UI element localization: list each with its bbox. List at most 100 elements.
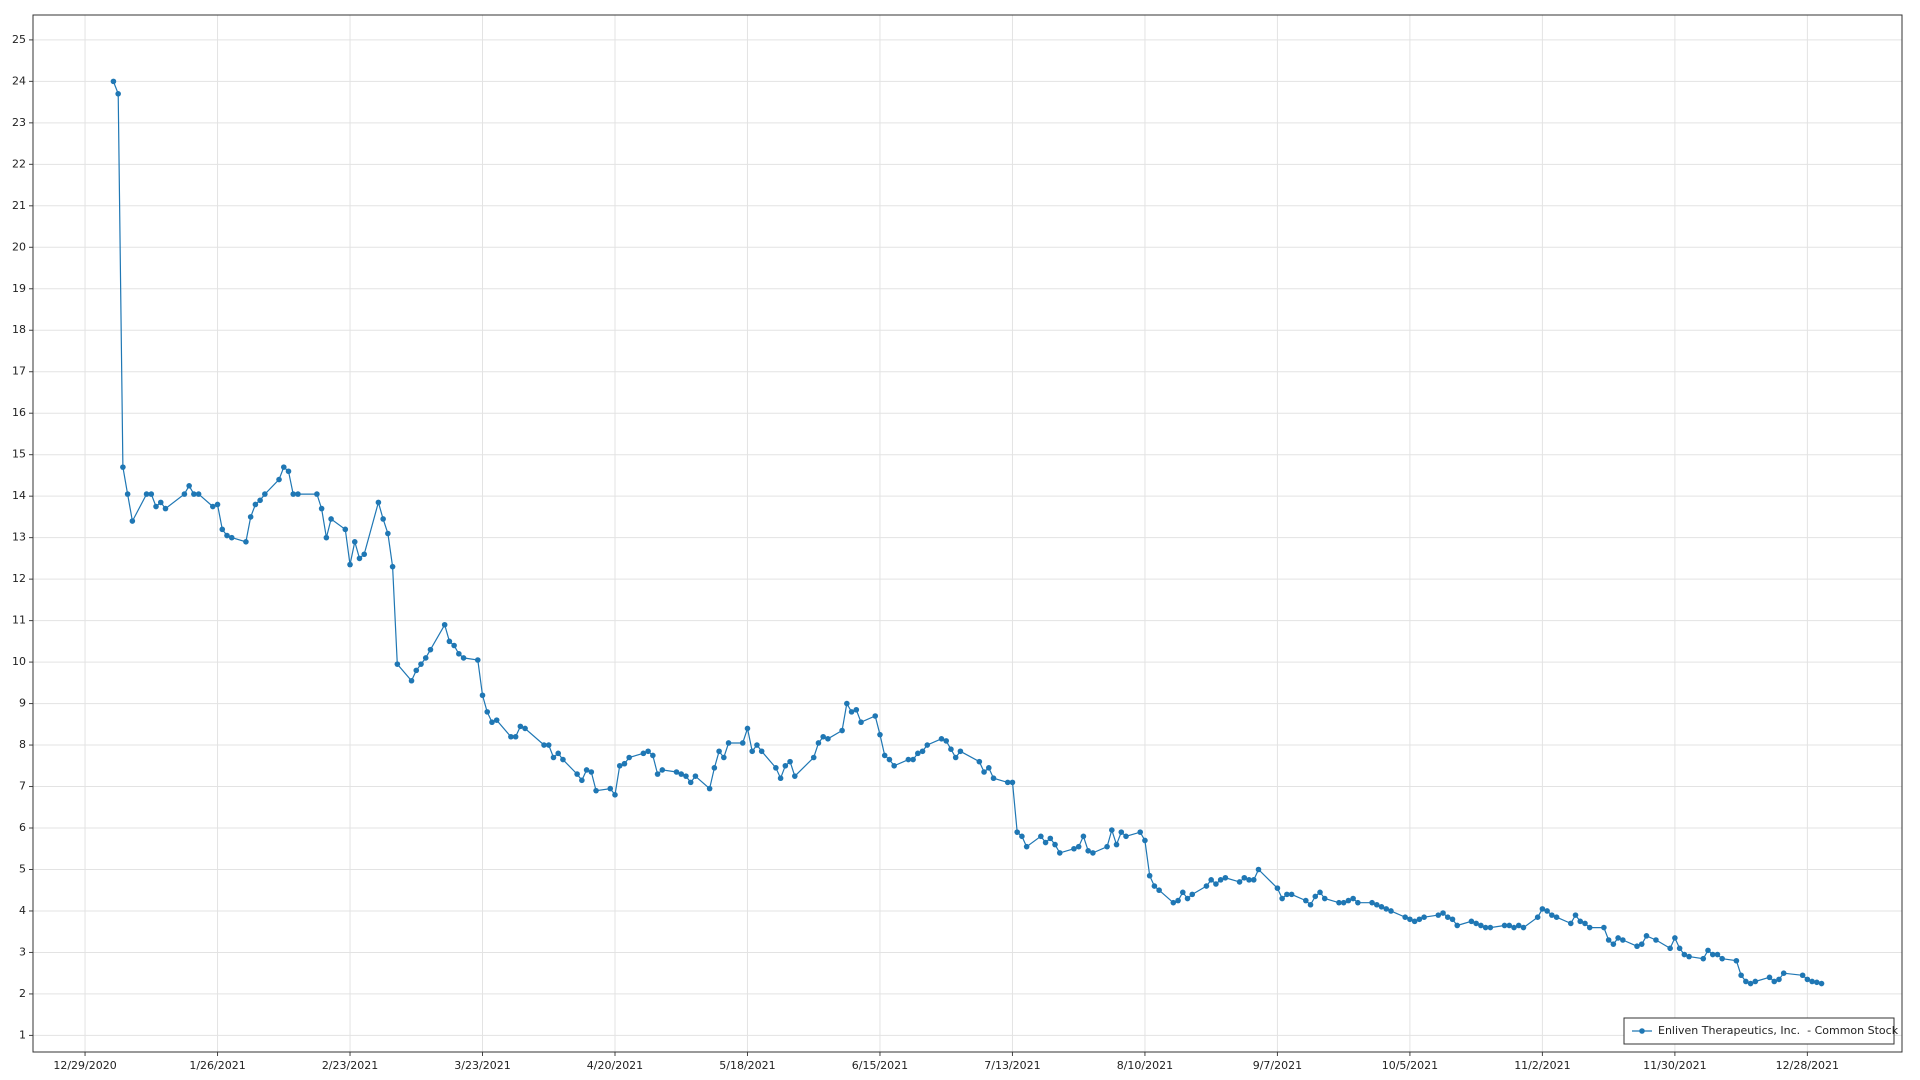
data-point: [1279, 895, 1285, 902]
data-point: [323, 534, 330, 541]
data-point: [1520, 924, 1527, 931]
data-point: [247, 514, 254, 520]
data-point: [493, 717, 500, 723]
data-point: [787, 758, 793, 765]
data-point: [957, 748, 964, 755]
data-point: [191, 491, 197, 497]
y-tick-label: 19: [12, 282, 26, 295]
data-point: [645, 748, 651, 755]
data-point: [422, 655, 429, 661]
data-point: [1175, 897, 1181, 904]
x-tick-label: 8/10/2021: [1117, 1059, 1173, 1072]
data-point: [815, 740, 822, 746]
data-point: [711, 765, 718, 771]
y-tick-label: 22: [12, 157, 26, 170]
x-tick-label: 7/13/2021: [984, 1059, 1040, 1072]
data-point: [744, 725, 751, 732]
data-point: [1478, 922, 1484, 929]
data-point: [612, 792, 618, 798]
data-point: [1042, 839, 1049, 846]
data-point: [389, 563, 396, 570]
data-point: [1378, 904, 1385, 910]
data-point: [1435, 912, 1442, 918]
x-tick-label: 10/5/2021: [1382, 1059, 1438, 1072]
data-point: [777, 775, 784, 782]
data-point: [1747, 980, 1754, 987]
y-tick-label: 23: [12, 116, 26, 129]
data-point: [626, 754, 632, 761]
data-point: [1071, 845, 1077, 852]
data-point: [1019, 833, 1025, 840]
data-point: [1719, 955, 1725, 962]
data-point: [1184, 895, 1191, 902]
data-point: [124, 491, 131, 497]
data-point: [1643, 933, 1650, 939]
data-point: [219, 526, 226, 533]
data-point: [347, 561, 353, 568]
data-point: [1189, 891, 1196, 898]
data-point: [1804, 976, 1811, 983]
data-point: [1709, 951, 1716, 958]
data-point: [342, 526, 349, 533]
data-point: [1620, 937, 1626, 943]
x-tick-label: 2/23/2021: [322, 1059, 378, 1072]
data-point: [328, 516, 334, 522]
data-point: [1080, 833, 1087, 840]
x-tick-label: 9/7/2021: [1253, 1059, 1302, 1072]
data-point: [361, 551, 368, 558]
data-point: [683, 773, 689, 779]
data-point: [650, 752, 656, 759]
data-point: [905, 756, 912, 763]
data-point: [1634, 943, 1640, 950]
data-point: [1241, 874, 1248, 881]
y-tick-label: 1: [19, 1028, 26, 1041]
data-point: [872, 713, 879, 719]
data-point: [706, 785, 713, 792]
data-point: [1222, 874, 1229, 881]
data-point: [451, 642, 457, 649]
data-point: [990, 775, 997, 782]
data-point: [1336, 899, 1342, 906]
data-point: [1340, 899, 1347, 906]
y-tick-label: 25: [12, 33, 26, 46]
data-point: [1776, 976, 1782, 983]
data-point: [1440, 910, 1446, 916]
data-point: [224, 532, 230, 539]
data-point: [1004, 779, 1011, 786]
data-point: [262, 491, 268, 497]
data-point: [1213, 881, 1219, 887]
data-point: [129, 518, 136, 524]
data-point: [877, 731, 883, 738]
data-point: [1738, 972, 1744, 979]
data-point: [427, 646, 434, 653]
data-point: [1544, 908, 1550, 914]
data-point: [593, 787, 599, 794]
data-point: [1023, 843, 1030, 850]
data-point: [541, 742, 547, 748]
data-point: [1534, 914, 1541, 920]
data-point: [1567, 920, 1574, 927]
data-point: [210, 503, 216, 510]
data-point: [550, 754, 557, 761]
x-tick-label: 3/23/2021: [454, 1059, 510, 1072]
x-tick-label: 5/18/2021: [719, 1059, 775, 1072]
data-point: [1416, 916, 1423, 923]
data-point: [1303, 897, 1309, 904]
data-point: [228, 534, 235, 541]
data-point: [560, 756, 566, 763]
data-point: [1052, 841, 1058, 848]
x-tick-label: 12/28/2021: [1776, 1059, 1839, 1072]
data-point: [1123, 833, 1129, 840]
data-point: [1799, 972, 1806, 979]
data-point: [1681, 951, 1688, 958]
data-point: [1085, 848, 1091, 854]
data-point: [153, 503, 159, 510]
data-point: [739, 740, 746, 746]
data-point: [276, 476, 282, 483]
data-point: [1355, 899, 1361, 906]
data-point: [1454, 922, 1461, 929]
plot-background: [33, 15, 1902, 1052]
data-point: [1686, 953, 1692, 960]
data-point: [195, 491, 202, 497]
data-point: [1577, 918, 1584, 925]
